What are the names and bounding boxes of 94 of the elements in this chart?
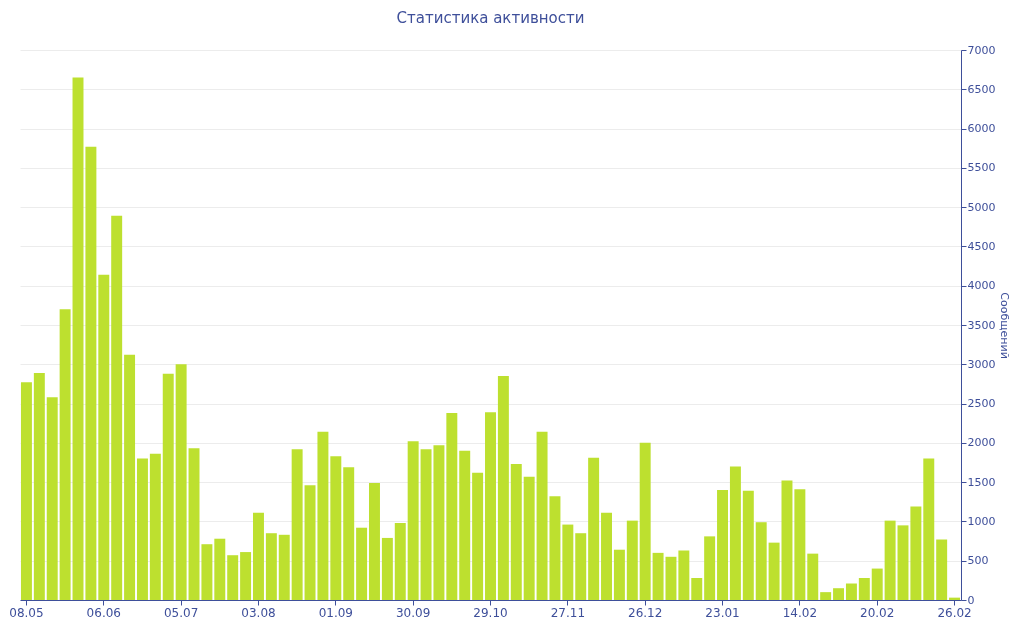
y-axis-title: Сообщений xyxy=(998,292,1012,359)
x-tick-label: 08.05 xyxy=(9,605,44,620)
bar xyxy=(807,553,819,600)
bar xyxy=(59,309,71,600)
bar xyxy=(639,442,651,600)
chart-title: Статистика активности xyxy=(396,9,585,27)
bar xyxy=(742,490,754,600)
bar xyxy=(523,476,535,600)
bar xyxy=(833,588,845,600)
y-tick-label: 7000 xyxy=(967,43,996,57)
bar xyxy=(252,512,264,600)
bar xyxy=(407,441,419,600)
bar xyxy=(781,480,793,600)
bar xyxy=(820,592,832,600)
bar xyxy=(46,397,58,600)
bar xyxy=(291,449,303,600)
y-tick-label: 500 xyxy=(967,554,989,568)
bar xyxy=(717,490,729,600)
bar xyxy=(394,523,406,600)
bar xyxy=(227,555,239,600)
bar xyxy=(381,537,393,600)
bar xyxy=(265,533,277,600)
bar xyxy=(510,464,522,600)
y-tick-label: 2500 xyxy=(967,397,996,411)
bar xyxy=(85,146,97,600)
y-tick-label: 1000 xyxy=(967,514,996,528)
x-tick-label: 26.12 xyxy=(628,605,663,620)
x-tick-label: 29.10 xyxy=(473,605,508,620)
y-tick-label: 0 xyxy=(967,593,975,607)
x-tick-label: 20.02 xyxy=(860,605,895,620)
x-tick-label: 30.09 xyxy=(395,605,431,620)
bar xyxy=(691,578,703,600)
x-tick-label: 05.07 xyxy=(163,605,199,620)
bar xyxy=(214,538,226,600)
bar xyxy=(729,466,741,600)
x-tick-label: 06.06 xyxy=(86,605,121,620)
bar xyxy=(472,472,484,600)
bar xyxy=(149,453,161,600)
x-tick-label: 23.01 xyxy=(705,605,740,620)
y-tick-label: 3000 xyxy=(967,357,996,371)
bar xyxy=(884,520,896,600)
bar xyxy=(755,522,767,600)
bar xyxy=(678,550,690,600)
bar xyxy=(369,482,380,600)
y-tick-label: 4500 xyxy=(967,239,996,253)
bar xyxy=(20,382,32,600)
x-tick-label: 26.02 xyxy=(937,605,972,620)
bar xyxy=(910,506,922,600)
x-tick-label: 14.02 xyxy=(782,605,818,620)
bar xyxy=(768,542,780,600)
y-tick-label: 5000 xyxy=(967,200,996,214)
bar xyxy=(278,534,290,600)
bar xyxy=(626,520,638,600)
y-tick-label: 4000 xyxy=(967,279,996,293)
bar xyxy=(188,448,200,600)
bar xyxy=(356,527,368,600)
bar xyxy=(136,458,148,600)
bar xyxy=(897,525,909,600)
bar xyxy=(72,77,84,600)
bar xyxy=(704,536,716,600)
y-tick-label: 2000 xyxy=(967,436,996,450)
bar xyxy=(497,376,509,600)
bar xyxy=(613,549,625,600)
bar xyxy=(459,450,471,600)
bar xyxy=(201,544,213,600)
bar xyxy=(98,274,110,600)
bar xyxy=(858,578,870,600)
bar xyxy=(343,467,355,600)
bar xyxy=(330,456,342,600)
bar xyxy=(485,412,496,600)
x-tick-label: 01.09 xyxy=(318,605,353,620)
x-tick-label: 27.11 xyxy=(550,605,586,620)
bar xyxy=(936,539,948,600)
bar xyxy=(446,413,458,600)
bar xyxy=(845,583,857,600)
bar xyxy=(162,373,174,600)
y-tick-label: 6000 xyxy=(967,122,996,136)
y-tick-label: 5500 xyxy=(967,161,996,175)
y-tick-label: 3500 xyxy=(967,318,996,332)
bar xyxy=(562,524,574,600)
bar xyxy=(111,215,123,600)
bar xyxy=(240,552,252,600)
bar xyxy=(588,457,600,600)
bar xyxy=(871,568,883,600)
bar xyxy=(601,512,612,600)
y-tick-label: 6500 xyxy=(967,82,996,96)
bar xyxy=(124,354,136,600)
bar xyxy=(794,489,806,600)
bar xyxy=(175,364,187,600)
y-tick-label: 1500 xyxy=(967,475,996,489)
bar xyxy=(923,458,935,600)
bar xyxy=(575,533,587,600)
x-tick-label: 03.08 xyxy=(241,605,276,620)
bar xyxy=(33,372,45,600)
